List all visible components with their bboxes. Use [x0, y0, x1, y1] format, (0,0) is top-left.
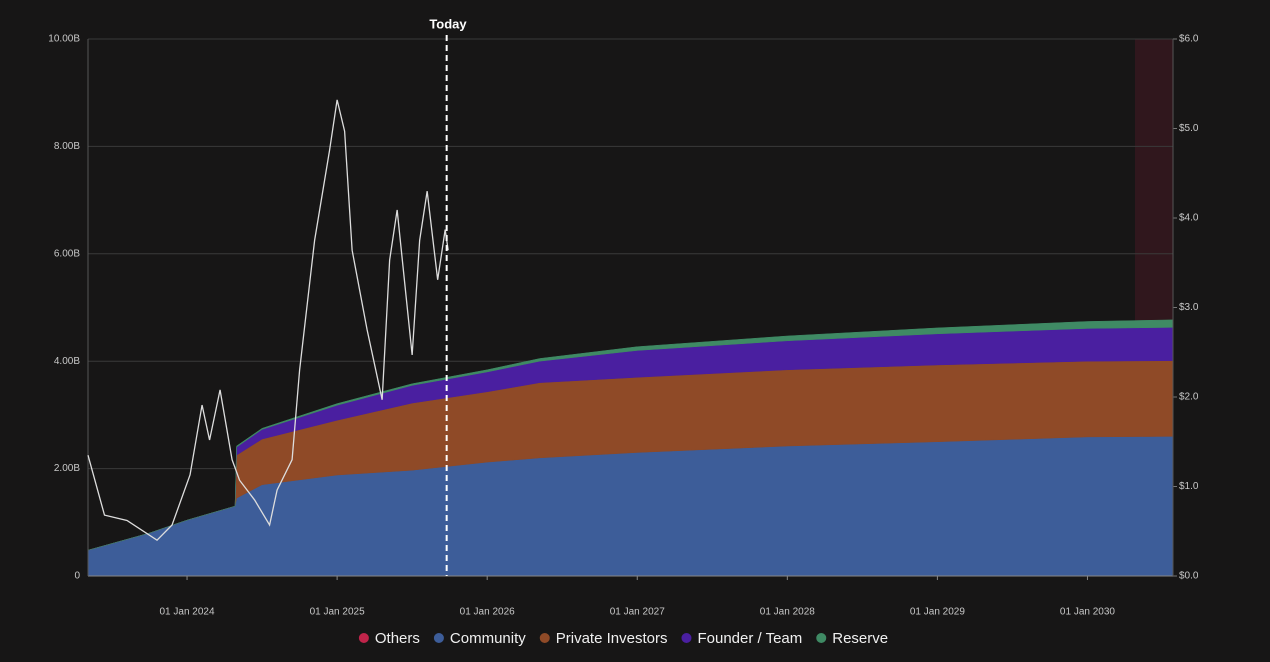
y-tick-label: 4.00B [54, 356, 80, 367]
legend-label: Founder / Team [697, 630, 802, 647]
y-tick-label: 8.00B [54, 141, 80, 152]
y-tick-label: 6.00B [54, 248, 80, 259]
legend-label: Reserve [832, 630, 888, 647]
y2-tick-label: $3.0 [1179, 302, 1199, 313]
y2-tick-label: $1.0 [1179, 481, 1199, 492]
legend: Others Community Private Investors Founder … [358, 630, 888, 647]
today-label: Today [429, 16, 467, 31]
x-tick-label: 01 Jan 2026 [460, 607, 515, 618]
legend-label: Community [450, 630, 526, 647]
x-tick-label: 01 Jan 2024 [160, 607, 215, 618]
legend-label: Others [375, 630, 420, 647]
y2-tick-label: $0.0 [1179, 571, 1199, 582]
y-tick-label: 2.00B [54, 463, 80, 474]
legend-marker [358, 633, 369, 643]
legend-marker [681, 633, 692, 643]
x-tick-label: 01 Jan 2030 [1060, 607, 1115, 618]
y2-tick-label: $2.0 [1179, 392, 1199, 403]
x-tick-label: 01 Jan 2029 [910, 607, 965, 618]
x-tick-label: 01 Jan 2025 [310, 607, 365, 618]
y-tick-label: 10.00B [48, 34, 80, 45]
legend-marker [433, 633, 444, 643]
y2-tick-label: $6.0 [1179, 34, 1199, 45]
y2-tick-label: $4.0 [1179, 213, 1199, 224]
y-tick-label: 0 [74, 571, 80, 582]
y2-tick-label: $5.0 [1179, 123, 1199, 134]
legend-marker [816, 633, 827, 643]
x-tick-label: 01 Jan 2028 [760, 607, 815, 618]
price-line [87, 99, 449, 542]
legend-label: Private Investors [556, 630, 668, 647]
x-tick-label: 01 Jan 2027 [610, 607, 665, 618]
highlight-band [1135, 39, 1173, 324]
legend-marker [539, 633, 550, 643]
